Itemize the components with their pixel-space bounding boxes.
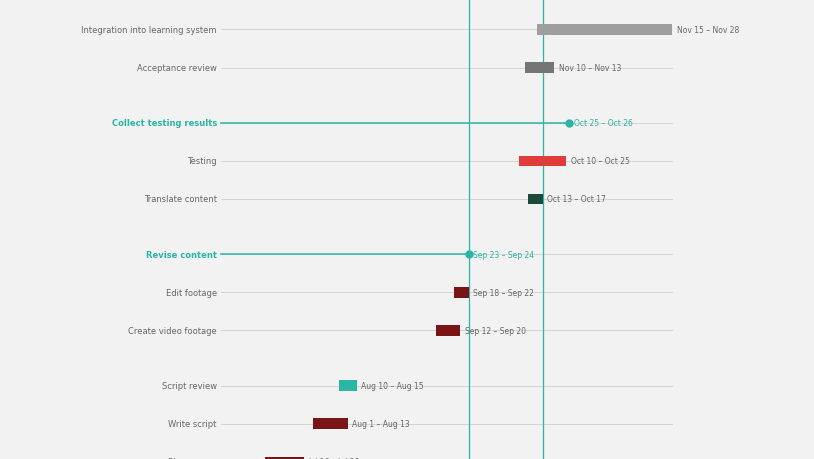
Text: Nov 15 – Nov 28: Nov 15 – Nov 28	[677, 26, 739, 35]
Text: Jul 16 – Jul 28: Jul 16 – Jul 28	[309, 457, 360, 459]
Text: Aug 1 – Aug 13: Aug 1 – Aug 13	[352, 420, 410, 428]
Text: Edit footage: Edit footage	[165, 288, 217, 297]
Text: Script review: Script review	[162, 381, 217, 390]
Bar	[525, 63, 554, 74]
Text: Nov 10 – Nov 13: Nov 10 – Nov 13	[559, 64, 621, 73]
Text: Oct 25 – Oct 26: Oct 25 – Oct 26	[574, 119, 632, 128]
Text: Oct 10 – Oct 25: Oct 10 – Oct 25	[571, 157, 629, 166]
Bar	[339, 381, 357, 391]
Text: Plan course: Plan course	[168, 457, 217, 459]
Text: Testing: Testing	[187, 157, 217, 166]
Text: Oct 13 – Oct 17: Oct 13 – Oct 17	[547, 195, 606, 204]
Text: Sep 23 – Sep 24: Sep 23 – Sep 24	[474, 250, 535, 259]
Bar	[536, 25, 672, 36]
Text: Translate content: Translate content	[144, 195, 217, 204]
Text: Aug 10 – Aug 15: Aug 10 – Aug 15	[361, 381, 424, 390]
Bar	[265, 457, 304, 459]
Text: Sep 18 – Sep 22: Sep 18 – Sep 22	[474, 288, 534, 297]
Text: Write script: Write script	[168, 420, 217, 428]
Bar	[436, 325, 460, 336]
Text: Acceptance review: Acceptance review	[137, 64, 217, 73]
Bar	[519, 156, 567, 167]
Text: Integration into learning system: Integration into learning system	[81, 26, 217, 35]
Text: Sep 12 – Sep 20: Sep 12 – Sep 20	[465, 326, 526, 335]
Bar	[528, 194, 543, 205]
Bar	[454, 287, 469, 298]
Text: Create video footage: Create video footage	[128, 326, 217, 335]
Text: Collect testing results: Collect testing results	[112, 119, 217, 128]
Text: Revise content: Revise content	[146, 250, 217, 259]
Bar	[313, 419, 348, 429]
